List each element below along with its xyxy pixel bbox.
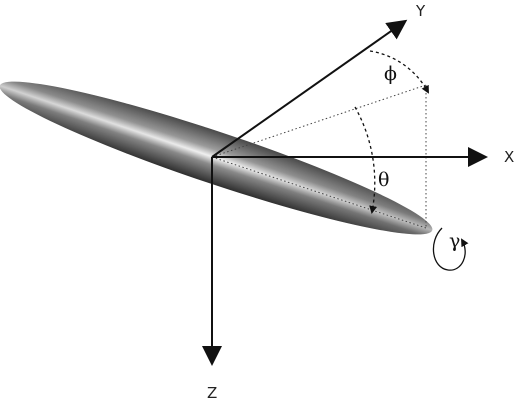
y-axis-label: Y xyxy=(415,2,426,20)
z-axis-label: Z xyxy=(207,384,217,402)
x-axis-label: X xyxy=(504,148,514,166)
gamma-label: γ xyxy=(449,230,460,252)
y-axis-line xyxy=(211,19,408,158)
phi-label: ϕ xyxy=(384,63,397,85)
theta-label: θ xyxy=(378,169,389,191)
phi-arc xyxy=(369,50,429,94)
theta-arc xyxy=(354,106,378,214)
coordinate-axes xyxy=(202,19,488,366)
construction-lines xyxy=(211,84,427,229)
gamma-rotation-arc xyxy=(432,227,469,271)
angle-arcs xyxy=(354,50,469,271)
